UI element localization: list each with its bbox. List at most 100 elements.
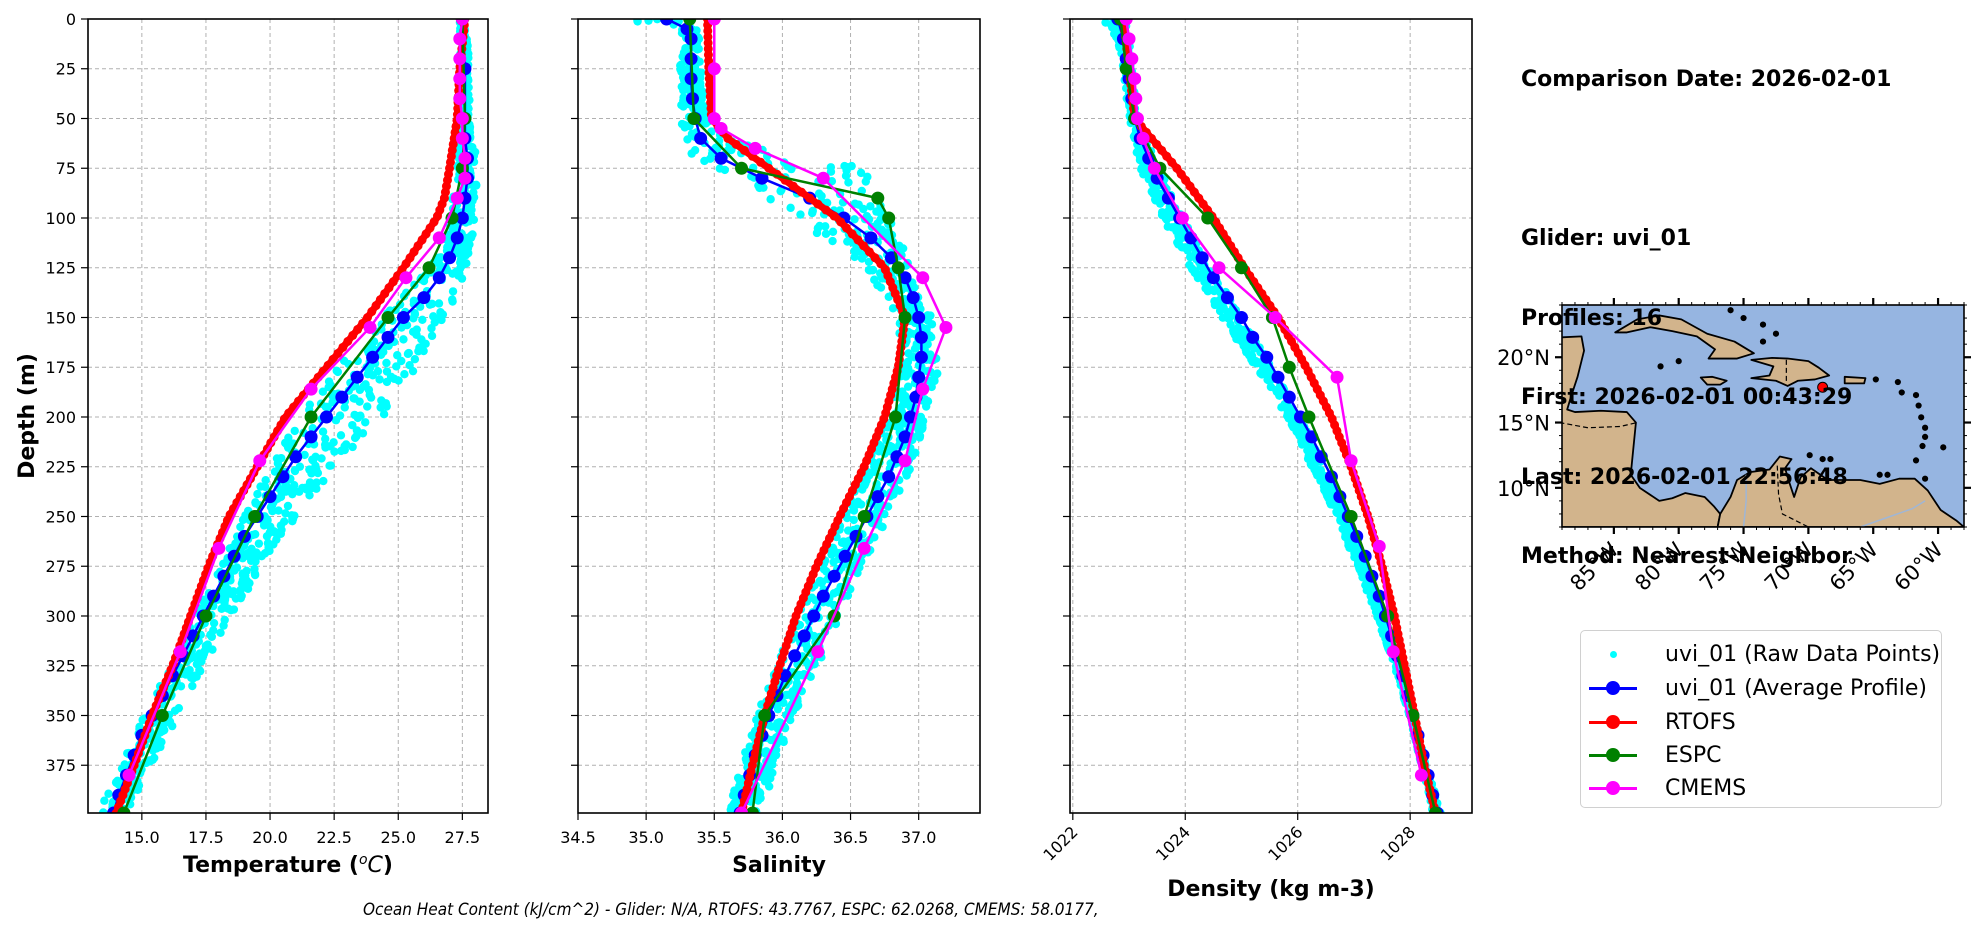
data-point-espc: [1428, 806, 1442, 813]
y-tick-label: 350: [45, 706, 76, 725]
legend-marker-rtofs: [1606, 715, 1620, 729]
raw-data-point: [290, 511, 299, 520]
raw-data-point: [379, 410, 389, 419]
legend-item-espc: ESPC: [1581, 740, 1722, 770]
data-point-rtofs: [853, 235, 863, 245]
island: [1921, 424, 1929, 431]
raw-data-point: [283, 443, 293, 452]
raw-data-point: [1258, 366, 1267, 375]
raw-data-point: [877, 225, 886, 235]
raw-data-point: [829, 589, 839, 598]
raw-data-point: [677, 100, 686, 110]
raw-data-point: [1350, 552, 1359, 562]
raw-data-point: [822, 198, 832, 208]
island: [1876, 471, 1883, 478]
data-point-cmems: [212, 541, 226, 555]
raw-data-point: [447, 295, 457, 304]
temperature-axis-label: Temperature (oC): [183, 852, 393, 878]
raw-data-point: [464, 53, 473, 63]
data-point-cmems: [453, 52, 467, 66]
data-point-glider: [289, 450, 303, 464]
raw-data-point: [930, 376, 939, 386]
legend-marker-glider: [1606, 681, 1620, 695]
data-point-glider: [1260, 350, 1274, 364]
data-point-glider: [417, 291, 431, 305]
raw-data-point: [219, 621, 228, 630]
raw-data-point: [1180, 243, 1189, 252]
raw-data-point: [752, 715, 761, 725]
raw-data-point: [392, 362, 401, 371]
data-point-espc: [882, 211, 896, 225]
data-point-espc: [155, 708, 169, 722]
depth-axis-label: Depth (m): [15, 353, 40, 479]
raw-data-point: [261, 475, 270, 485]
axes-frame: [1069, 18, 1473, 814]
raw-data-point: [149, 753, 159, 763]
raw-data-point: [910, 283, 919, 292]
data-point-rtofs: [333, 348, 343, 358]
raw-data-point: [903, 382, 913, 391]
legend-marker-espc: [1606, 748, 1620, 762]
data-point-glider: [1246, 330, 1260, 344]
data-point-espc: [735, 161, 749, 175]
raw-data-point: [308, 455, 317, 464]
raw-data-point: [276, 492, 286, 502]
series-line-espc: [1119, 19, 1437, 813]
data-point-cmems: [1344, 454, 1358, 468]
raw-data-point: [837, 538, 847, 547]
raw-data-point: [240, 571, 250, 580]
data-point-rtofs: [348, 330, 358, 340]
raw-data-point: [312, 484, 321, 493]
raw-data-point: [1203, 287, 1213, 296]
raw-data-point: [165, 717, 175, 726]
data-point-glider: [694, 131, 708, 145]
x-tick-label: 25.0: [380, 828, 416, 847]
raw-data-point: [926, 350, 935, 359]
raw-data-point: [793, 701, 803, 710]
raw-data-point: [828, 227, 838, 237]
raw-data-point: [276, 529, 286, 538]
data-point-rtofs: [788, 181, 798, 191]
raw-data-point: [192, 659, 202, 669]
raw-data-point: [382, 358, 391, 368]
raw-data-point: [358, 429, 368, 438]
x-tick-label: 1024: [1152, 822, 1194, 864]
x-tick-label: 22.5: [316, 828, 352, 847]
data-point-rtofs: [836, 217, 846, 227]
raw-data-point: [1275, 391, 1284, 400]
raw-data-point: [905, 465, 914, 474]
data-point-glider: [432, 271, 446, 285]
borders: [1562, 359, 1809, 527]
legend-marker-cmems: [1606, 781, 1620, 795]
island: [1918, 414, 1925, 421]
raw-data-point: [394, 376, 403, 385]
raw-data-point: [207, 632, 217, 641]
raw-data-point: [377, 396, 386, 405]
data-point-rtofs: [723, 133, 733, 143]
raw-data-point: [188, 681, 197, 691]
raw-data-point: [923, 397, 933, 406]
data-point-glider: [904, 410, 918, 424]
legend-item-cmems: CMEMS: [1581, 773, 1746, 803]
data-point-espc: [1282, 360, 1296, 374]
raw-data-point: [448, 287, 458, 296]
raw-data-point: [1232, 334, 1241, 344]
data-point-espc: [117, 806, 131, 813]
data-point-espc: [381, 310, 395, 324]
raw-data-point: [696, 73, 705, 83]
data-point-espc: [898, 310, 912, 324]
raw-data-point: [1321, 483, 1330, 492]
raw-data-point: [812, 228, 822, 238]
island: [1657, 363, 1664, 370]
raw-data-point: [1325, 498, 1335, 507]
raw-data-point: [242, 583, 252, 593]
data-point-cmems: [1372, 539, 1386, 553]
data-point-glider: [714, 151, 728, 165]
raw-data-point: [217, 604, 226, 614]
x-tick-label: 34.5: [560, 828, 596, 847]
raw-data-point: [220, 595, 230, 604]
raw-data-point: [321, 443, 330, 452]
raw-data-point: [741, 748, 750, 757]
raw-data-point: [418, 315, 427, 324]
x-tick-label: 37.0: [901, 828, 937, 847]
